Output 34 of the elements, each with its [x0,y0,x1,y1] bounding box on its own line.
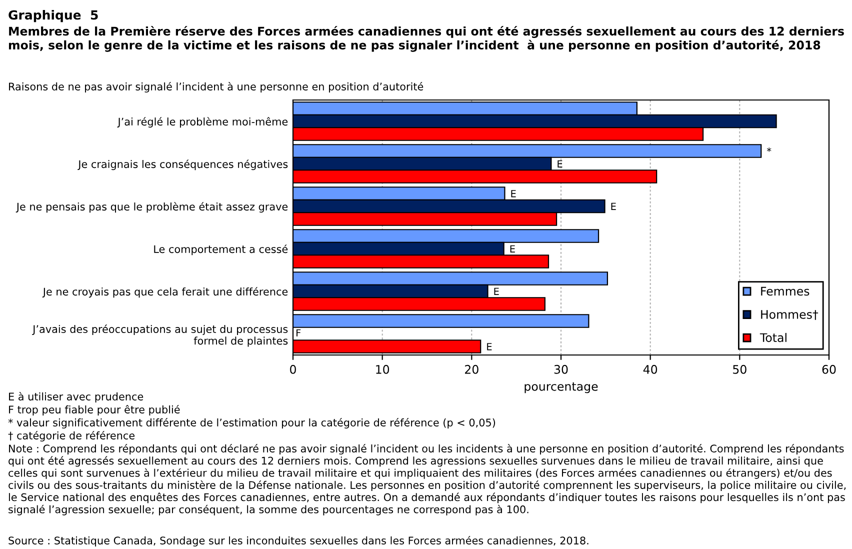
x-tick-label: 50 [733,364,746,374]
legend-label: Femmes [761,286,810,296]
annotation: E [558,160,562,168]
annotation: E [487,343,492,350]
x-axis-title: pourcentage [524,382,598,394]
x-tick-label: 0 [290,364,296,374]
text: † catégorie de référence [8,431,135,442]
annotation: * [766,147,772,152]
annotation: F [296,329,301,336]
annotation: E [511,190,516,198]
x-tick-label: 40 [643,364,658,374]
x-tick-label: 60 [822,364,836,374]
y-tick-label: J’ai réglé le problème moi-même [117,117,288,128]
y-tick-label: Je ne pensais pas que le problème était assez grave [16,202,288,213]
y-axis-title: Raisons de ne pas avoir signalé l’incident à une personne en position d’autorité [9,82,424,92]
legend-label: Total [760,332,786,342]
annotation: E [494,288,499,295]
y-tick-label: Je ne croyais pas que cela ferait une différence [42,287,288,298]
y-tick-label: J’avais des préoccupations au sujet du processus formel de plaintes [32,324,288,347]
x-tick-label: 30 [554,364,568,374]
y-tick-label: Le comportement a cessé [154,244,288,256]
legend-label: Hommes† [761,310,818,320]
text: Graphique 5 [8,10,98,22]
text: * valeur significativement différente de l’estimation pour la catégorie de référence (p < 0,05) [8,418,496,428]
annotation: E [510,245,515,252]
text: F trop peu fiable pour être publié [9,405,180,416]
source-note: Source : Statistique Canada, Sondage sur les inconduites sexuelles dans les Forces armées canadiennes, 2018. [8,536,588,546]
annotation: E [611,202,616,210]
x-tick-label: 10 [376,364,390,374]
text: Note : Comprend les répondants qui ont déclaré ne pas avoir signalé l’incident ou les incidents à une personne en position d’autorité. Comprend les répondants qui ont été agressés sexuellement au cours des 12 derniers mois. Comprend les agressions sexuelles survenues dans le milieu de travail militaire, ainsi que celles qui sont survenues à l’extérieur du milieu de travail militaire et qui impliquaient des militaires (des Forces armées canadiennes ou étrangers) et/ou des civils ou des sous-traitants du ministère de la Défense nationale. Les personnes en position d’autorité comprennent les superviseurs, la police militaire ou civile, le Service national des enquêtes des Forces canadiennes, entre autres. On a demandé aux répondants d’indiquer toutes les raisons pour lesquelles ils n’ont pas signalé l’agression sexuelle; par conséquent, la somme des pourcentages ne correspond pas à 100. [8,444,846,516]
text: E à utiliser avec prudence [9,392,144,402]
y-tick-label: Je craignais les conséquences négatives [78,160,288,170]
x-tick-label: 20 [465,364,478,374]
chart-subtitle: Membres de la Première réserve des Forces armées canadiennes qui ont été agressés sexuellement au cours des 12 derniers mois, selon le genre de la victime et les raisons de ne pas signaler l’incident à une personne en position d’autorité, 2018 [8,26,844,52]
